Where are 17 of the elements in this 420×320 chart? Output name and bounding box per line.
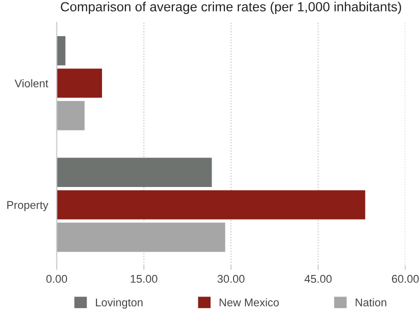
x-tick-label: 15.00: [130, 274, 158, 283]
y-tick-label: Violent: [14, 79, 48, 88]
chart-title: Comparison of average crime rates (per 1,000 inhabitants): [60, 2, 402, 14]
y-tick-label: Property: [7, 201, 48, 212]
x-tick-label: 60.00: [392, 274, 419, 283]
x-tick-label: 0.00: [46, 274, 68, 283]
bar: [56, 36, 66, 66]
legend-label: New Mexico: [220, 298, 279, 306]
bar: [56, 101, 85, 130]
bar: [56, 158, 212, 187]
legend-label: Nation: [356, 298, 386, 306]
x-tick-label: 30.00: [218, 274, 244, 283]
bar: [56, 68, 102, 98]
x-tick-label: 45.00: [304, 274, 332, 283]
legend-label: Lovington: [96, 298, 143, 309]
bar: [56, 222, 226, 252]
bar: [56, 190, 366, 220]
